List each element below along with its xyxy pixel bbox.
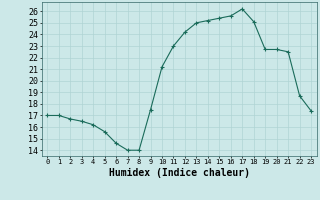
X-axis label: Humidex (Indice chaleur): Humidex (Indice chaleur) xyxy=(109,168,250,178)
